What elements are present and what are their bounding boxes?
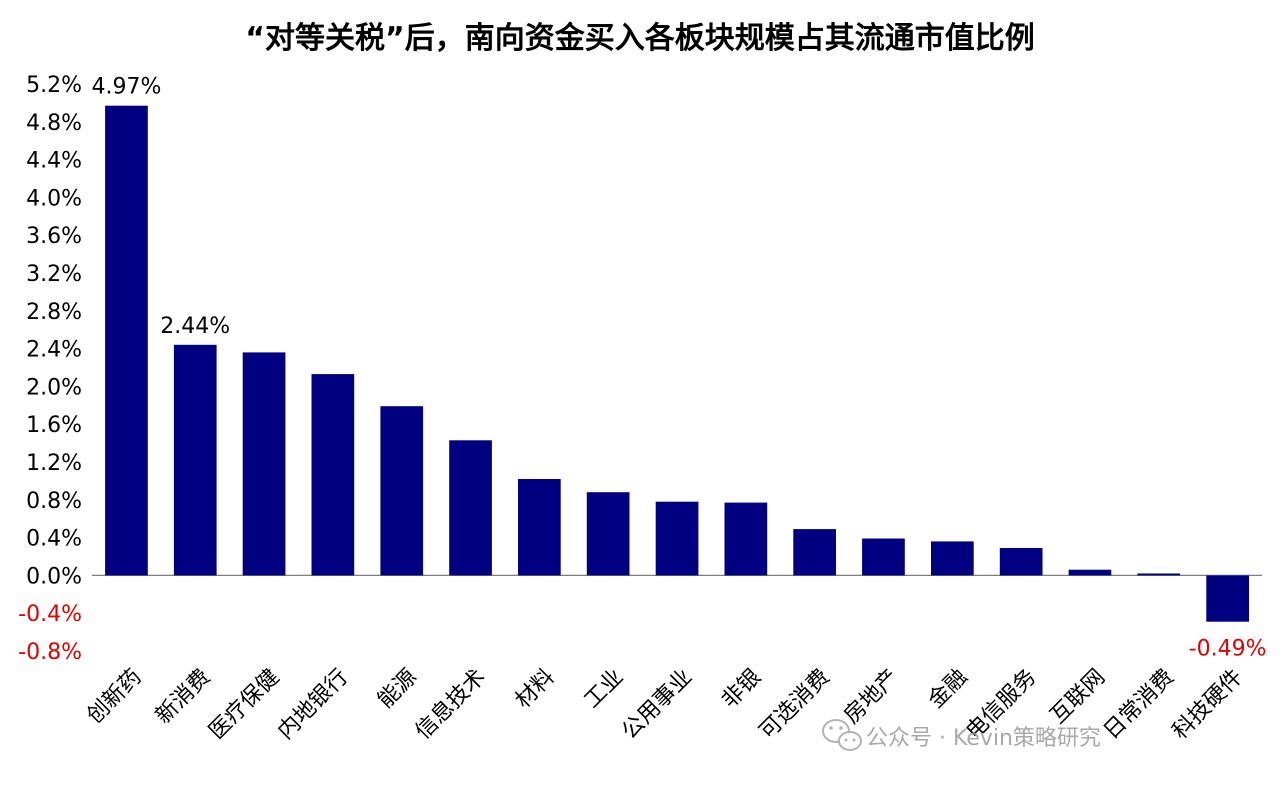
bar <box>931 541 974 576</box>
category-label: 内地银行 <box>273 665 353 745</box>
y-tick-label: 0.8% <box>26 489 82 514</box>
y-tick-label: 3.6% <box>26 224 82 249</box>
chart-title: “对等关税”后，南向资金买入各板块规模占其流通市值比例 <box>245 21 1034 56</box>
category-label: 公用事业 <box>617 665 697 745</box>
bar <box>518 479 561 576</box>
category-label: 新消费 <box>151 665 215 729</box>
bar <box>1206 575 1249 622</box>
y-tick-label: 2.8% <box>26 300 82 325</box>
bar <box>105 105 148 576</box>
category-label: 科技硬件 <box>1168 665 1248 745</box>
watermark: 公众号 · Kevin策略研究 <box>822 719 1101 751</box>
bars <box>105 105 1249 622</box>
bar <box>586 492 630 576</box>
y-tick-label: 4.4% <box>26 149 82 174</box>
y-tick-label: -0.8% <box>18 640 82 665</box>
wechat-icon <box>822 719 862 751</box>
bar <box>242 352 286 576</box>
y-tick-label: 3.2% <box>26 262 82 287</box>
category-label: 金融 <box>924 665 973 714</box>
bar <box>724 502 768 576</box>
category-label: 材料 <box>511 665 560 714</box>
y-axis: 5.2% 4.8% 4.4% 4.0% 3.6% 3.2% 2.8% 2.4% 2.0% 1.6%… <box>18 73 82 665</box>
y-tick-label: 2.0% <box>26 375 82 400</box>
y-tick-label: 5.2% <box>26 73 82 98</box>
data-label: 4.97% <box>91 75 161 100</box>
data-label: 2.44% <box>160 314 230 339</box>
y-tick-label: 4.8% <box>26 111 82 136</box>
category-label: 医疗保健 <box>204 665 284 745</box>
y-tick-label: 0.0% <box>26 564 82 589</box>
category-label: 日常消费 <box>1099 665 1179 745</box>
category-label: 互联网 <box>1046 665 1110 729</box>
bar <box>862 538 905 576</box>
data-labels: 4.97% 2.44% -0.49% <box>91 75 1266 662</box>
category-label: 房地产 <box>839 665 903 729</box>
category-label: 信息技术 <box>411 665 491 745</box>
bar <box>999 548 1043 576</box>
category-label: 创新药 <box>82 665 146 729</box>
bar <box>449 440 492 576</box>
y-tick-label: 1.2% <box>26 451 82 476</box>
y-tick-label: 2.4% <box>26 338 82 363</box>
data-label: -0.49% <box>1189 637 1267 662</box>
bar <box>311 374 355 576</box>
y-tick-label: 1.6% <box>26 413 82 438</box>
bar <box>380 406 424 576</box>
category-label: 能源 <box>373 665 422 714</box>
y-tick-label: -0.4% <box>18 602 82 627</box>
watermark-text: 公众号 · Kevin策略研究 <box>866 726 1101 751</box>
y-tick-label: 4.0% <box>26 186 82 211</box>
category-label: 工业 <box>580 665 629 714</box>
bar <box>655 501 699 576</box>
bar <box>1137 573 1181 576</box>
bar <box>173 344 217 576</box>
y-tick-label: 0.4% <box>26 527 82 552</box>
bar <box>1068 569 1112 576</box>
category-label: 非银 <box>717 665 766 714</box>
bar <box>793 529 836 576</box>
